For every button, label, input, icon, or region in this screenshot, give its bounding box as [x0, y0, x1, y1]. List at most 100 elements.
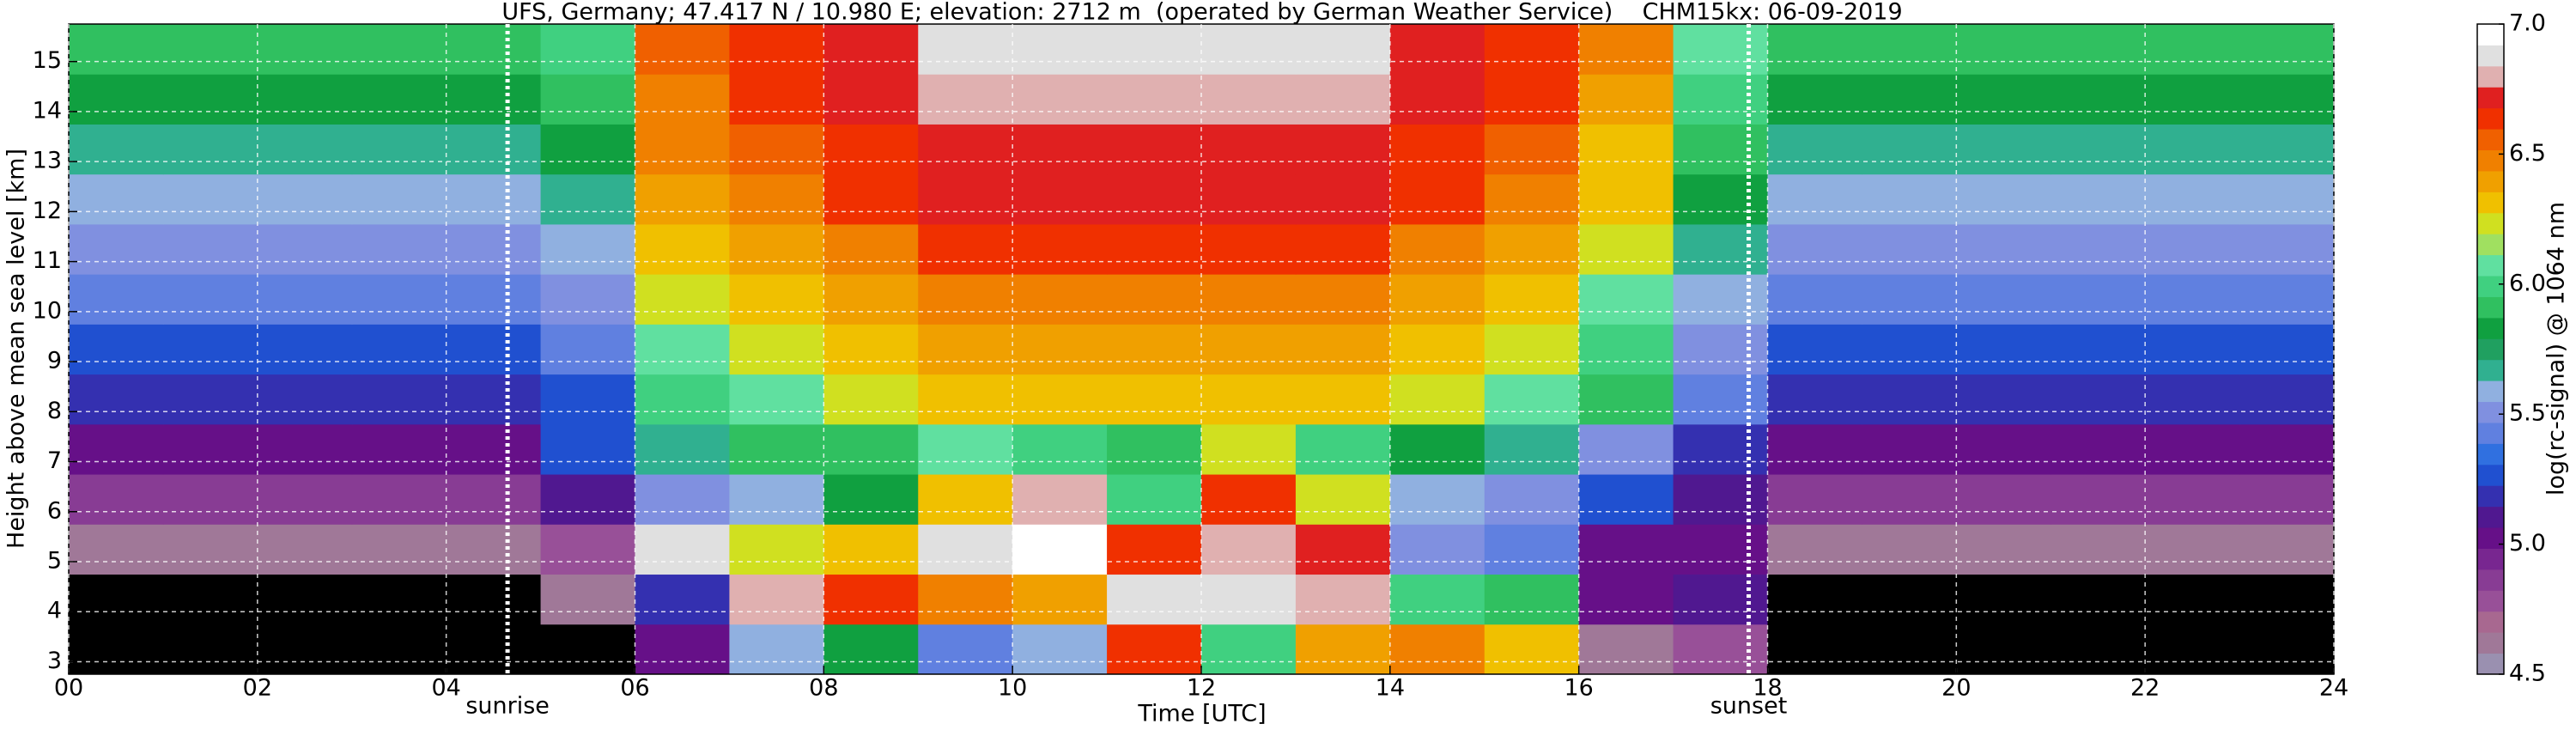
heatmap-cell	[729, 374, 824, 425]
heatmap-cell	[2239, 524, 2335, 575]
heatmap-cell	[1673, 474, 1768, 525]
heatmap-cell	[729, 624, 824, 675]
heatmap-cell	[1107, 173, 1202, 225]
x-tick-label: 14	[1376, 675, 1405, 702]
heatmap-cell	[1201, 423, 1297, 475]
heatmap-cell	[729, 173, 824, 225]
colorbar-tick-label: 4.5	[2509, 660, 2546, 687]
heatmap-cell	[446, 223, 542, 275]
heatmap-cell	[635, 324, 730, 375]
x-tick-label: 08	[809, 675, 838, 702]
heatmap-cell	[1767, 324, 1862, 375]
heatmap-cell	[1201, 223, 1297, 275]
colorbar-swatch	[2477, 527, 2504, 549]
heatmap-cell	[1484, 274, 1580, 325]
heatmap-cell	[1484, 74, 1580, 125]
heatmap-cell	[918, 124, 1013, 175]
heatmap-cell	[1862, 173, 1957, 225]
heatmap-cell	[257, 574, 353, 625]
heatmap-cell	[1956, 423, 2051, 475]
y-tick-label: 14	[33, 97, 62, 124]
y-tick-label: 7	[47, 447, 62, 474]
colorbar-swatch	[2477, 24, 2504, 46]
heatmap-cell	[1201, 24, 1297, 75]
colorbar-swatch	[2477, 129, 2504, 151]
heatmap-cell	[540, 324, 635, 375]
heatmap-cell	[257, 74, 353, 125]
heatmap-cell	[1012, 274, 1108, 325]
heatmap-cell	[823, 223, 919, 275]
colorbar-tick-label: 5.5	[2509, 400, 2546, 427]
heatmap-cell	[257, 24, 353, 75]
chart-title: UFS, Germany; 47.417 N / 10.980 E; eleva…	[501, 0, 1902, 26]
heatmap-cell	[2145, 324, 2240, 375]
heatmap-cell	[1673, 24, 1768, 75]
heatmap-cell	[69, 124, 164, 175]
heatmap-cell	[2145, 474, 2240, 525]
heatmap-cell	[1012, 374, 1108, 425]
heatmap-cell	[1862, 474, 1957, 525]
heatmap-cell	[540, 374, 635, 425]
heatmap-cell	[1201, 624, 1297, 675]
heatmap-cell	[540, 624, 635, 675]
heatmap-cell	[351, 524, 447, 575]
heatmap-cell	[1012, 624, 1108, 675]
heatmap-cell	[635, 624, 730, 675]
heatmap-cell	[823, 173, 919, 225]
heatmap-cell	[823, 423, 919, 475]
heatmap-cell	[2050, 24, 2146, 75]
heatmap-cell	[1578, 74, 1674, 125]
heatmap-cell	[446, 624, 542, 675]
heatmap-cell	[1956, 24, 2051, 75]
heatmap-cell	[1673, 274, 1768, 325]
y-tick-label: 4	[47, 598, 62, 624]
heatmap-cell	[1012, 223, 1108, 275]
heatmap-cell	[540, 74, 635, 125]
heatmap-cell	[918, 524, 1013, 575]
x-tick-label: 18	[1753, 675, 1782, 702]
heatmap-cell	[540, 173, 635, 225]
heatmap-cell	[446, 173, 542, 225]
heatmap-cell	[257, 423, 353, 475]
heatmap-cell	[162, 423, 258, 475]
x-tick-label: 16	[1564, 675, 1593, 702]
heatmap-cell	[729, 324, 824, 375]
heatmap-cell	[69, 574, 164, 625]
heatmap-cell	[1673, 173, 1768, 225]
colorbar-swatch	[2477, 254, 2504, 277]
y-tick-label: 8	[47, 398, 62, 424]
heatmap-cell	[1012, 574, 1108, 625]
heatmap-cell	[1389, 524, 1485, 575]
heatmap-cell	[1578, 324, 1674, 375]
heatmap-cell	[351, 274, 447, 325]
heatmap-cell	[257, 223, 353, 275]
heatmap-cell	[1578, 223, 1674, 275]
annotation-label: sunrise	[465, 693, 550, 720]
heatmap-cell	[2239, 223, 2335, 275]
heatmap-cell	[1578, 474, 1674, 525]
heatmap-cell	[918, 274, 1013, 325]
heatmap-cell	[1956, 173, 2051, 225]
heatmap-cell	[1107, 423, 1202, 475]
heatmap-cell	[2050, 324, 2146, 375]
heatmap-cell	[446, 324, 542, 375]
y-tick-label: 12	[33, 198, 62, 224]
colorbar-swatch	[2477, 590, 2504, 612]
heatmap-cell	[635, 524, 730, 575]
heatmap-cell	[2145, 374, 2240, 425]
heatmap-cell	[1201, 374, 1297, 425]
heatmap-cell	[1578, 423, 1674, 475]
heatmap-cell	[162, 524, 258, 575]
heatmap-cell	[2050, 423, 2146, 475]
heatmap-cell	[918, 374, 1013, 425]
heatmap-cell	[729, 574, 824, 625]
heatmap-cell	[2145, 274, 2240, 325]
heatmap-cell	[2145, 574, 2240, 625]
heatmap-cell	[351, 624, 447, 675]
heatmap-cell	[823, 474, 919, 525]
heatmap-cell	[1862, 423, 1957, 475]
heatmap-cell	[2050, 223, 2146, 275]
heatmap-cell	[1862, 24, 1957, 75]
heatmap-cell	[446, 474, 542, 525]
